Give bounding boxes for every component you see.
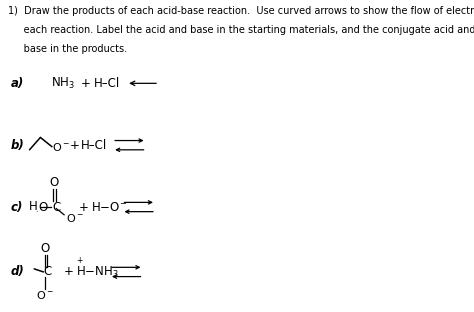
Text: b): b) <box>11 139 25 152</box>
Text: $\mathrm{O^-}$: $\mathrm{O^-}$ <box>52 141 70 153</box>
Text: +: + <box>79 201 89 213</box>
Text: H$-$O$^{-}$: H$-$O$^{-}$ <box>91 201 128 213</box>
Text: d): d) <box>11 266 25 278</box>
Text: a): a) <box>11 77 24 90</box>
Text: O: O <box>38 201 47 213</box>
Text: H$-\mathrm{NH_3}$: H$-\mathrm{NH_3}$ <box>76 264 119 280</box>
Text: H–Cl: H–Cl <box>81 139 107 152</box>
Text: $\mathrm{NH_3}$: $\mathrm{NH_3}$ <box>51 76 76 91</box>
Text: $\mathrm{O^-}$: $\mathrm{O^-}$ <box>36 289 55 301</box>
Text: C: C <box>52 201 61 213</box>
Text: +: + <box>69 139 79 152</box>
Text: $\mathrm{O^-}$: $\mathrm{O^-}$ <box>66 212 84 224</box>
Text: C: C <box>44 266 52 278</box>
Text: $\mathrm{H_{\!.}}$: $\mathrm{H_{\!.}}$ <box>28 199 39 215</box>
Text: base in the products.: base in the products. <box>8 44 127 54</box>
Text: +: + <box>76 256 82 265</box>
Text: +: + <box>81 77 91 90</box>
Text: 1)  Draw the products of each acid-base reaction.  Use curved arrows to show the: 1) Draw the products of each acid-base r… <box>8 6 474 16</box>
Text: H–Cl: H–Cl <box>93 77 120 90</box>
Text: O: O <box>49 176 58 189</box>
Text: c): c) <box>11 201 23 213</box>
Text: O: O <box>41 242 50 255</box>
Text: +: + <box>64 266 73 278</box>
Text: each reaction. Label the acid and base in the starting materials, and the conjug: each reaction. Label the acid and base i… <box>8 25 474 35</box>
